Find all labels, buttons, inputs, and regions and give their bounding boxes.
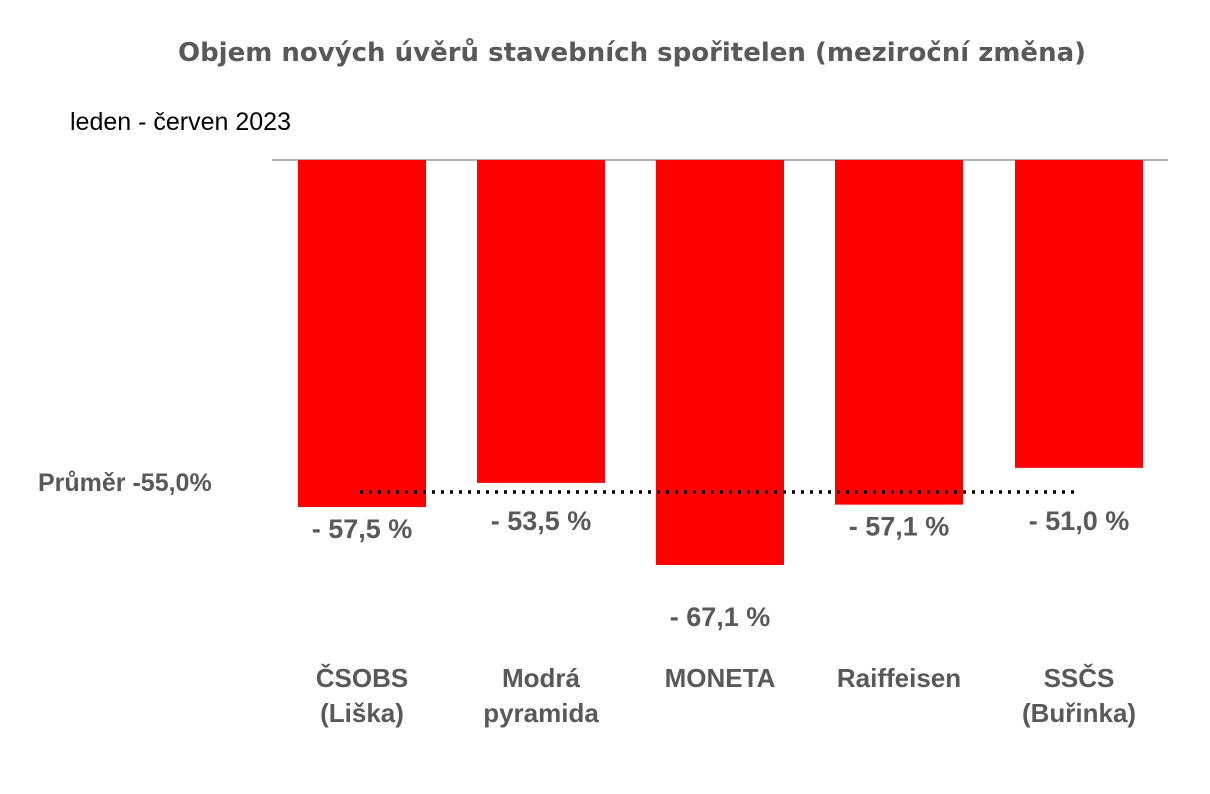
bar-3 (835, 160, 963, 505)
data-label-2: - 67,1 % (670, 602, 771, 632)
category-label-1-line-1: pyramida (483, 698, 599, 728)
category-label-0-line-1: (Liška) (320, 698, 404, 728)
chart-title: Objem nových úvěrů stavebních spořitelen… (178, 37, 1086, 68)
bar-1 (477, 160, 605, 483)
data-label-3: - 57,1 % (849, 512, 950, 542)
category-label-4-line-0: SSČS (1044, 663, 1115, 693)
bar-4 (1015, 160, 1143, 468)
category-label-0-line-0: ČSOBS (316, 663, 408, 693)
category-label-3-line-0: Raiffeisen (837, 663, 961, 693)
data-labels-group: - 57,5 % - 53,5 % - 67,1 % - 57,1 % - 51,0 % (312, 506, 1130, 632)
category-label-1-line-0: Modrá (502, 663, 581, 693)
average-label: Průměr -55,0% (38, 469, 212, 497)
bars-group (298, 160, 1143, 565)
data-label-0: - 57,5 % (312, 514, 413, 544)
bar-2 (656, 160, 784, 565)
category-labels-group: ČSOBS (Liška) Modrá pyramida MONETA Raiffeise… (316, 663, 1136, 728)
bar-0 (298, 160, 426, 508)
category-label-4-line-1: (Buřinka) (1022, 698, 1136, 728)
data-label-1: - 53,5 % (491, 506, 592, 536)
chart-subtitle: leden - červen 2023 (70, 108, 291, 136)
category-label-2-line-0: MONETA (665, 663, 776, 693)
data-label-4: - 51,0 % (1029, 506, 1130, 536)
